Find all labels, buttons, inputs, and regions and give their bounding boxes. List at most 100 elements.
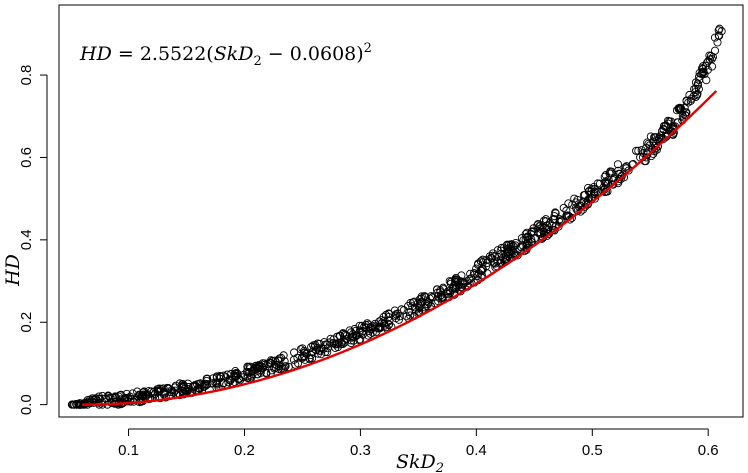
data-point — [678, 106, 687, 115]
data-point — [451, 273, 461, 282]
data-point — [179, 383, 188, 392]
x-tick-label: 0.2 — [234, 442, 255, 459]
data-point — [98, 391, 107, 400]
data-point — [488, 249, 498, 258]
data-point — [293, 353, 302, 362]
data-point — [714, 26, 723, 35]
data-point — [213, 379, 222, 388]
data-point — [522, 246, 531, 255]
data-point — [385, 310, 394, 319]
data-point — [411, 305, 420, 314]
data-point — [424, 298, 433, 307]
data-point — [632, 146, 641, 155]
data-point — [602, 187, 611, 196]
data-point — [390, 306, 399, 315]
data-point — [672, 106, 681, 115]
data-point — [337, 339, 346, 348]
data-point — [565, 215, 575, 224]
data-point — [497, 243, 506, 252]
data-point — [697, 70, 706, 79]
data-point — [476, 266, 485, 275]
data-point — [523, 232, 532, 242]
data-point — [606, 167, 615, 176]
data-point — [684, 98, 693, 107]
data-point — [587, 187, 596, 196]
data-point — [576, 207, 585, 216]
data-point — [496, 258, 505, 267]
data-points — [67, 24, 726, 409]
data-point — [562, 206, 571, 215]
data-point — [247, 373, 256, 382]
data-point — [527, 235, 536, 244]
data-point — [323, 348, 332, 357]
data-point — [315, 346, 324, 355]
data-point — [428, 293, 437, 302]
data-point — [276, 365, 286, 374]
data-point — [224, 378, 233, 387]
y-tick-label: 0.6 — [18, 147, 35, 168]
data-point — [313, 339, 322, 348]
data-point — [533, 221, 542, 230]
y-axis: 0.0 0.2 0.4 0.6 0.8 — [18, 65, 48, 415]
data-point — [714, 31, 723, 40]
data-point — [477, 266, 486, 275]
data-point — [614, 166, 623, 175]
equation-annotation: HD = 2.5522(SkD2 − 0.0608)2 — [79, 41, 372, 69]
data-point — [271, 356, 280, 365]
data-point — [555, 217, 564, 227]
x-tick-label: 0.3 — [350, 442, 371, 459]
plot-frame — [58, 4, 744, 418]
data-point — [693, 79, 702, 88]
data-point — [555, 215, 564, 224]
data-point — [384, 312, 393, 322]
data-point — [587, 184, 596, 193]
data-point — [164, 384, 173, 393]
data-point — [643, 138, 652, 147]
data-point — [137, 392, 146, 401]
data-point — [221, 373, 231, 382]
fit-line — [82, 90, 718, 406]
data-point — [699, 68, 708, 77]
data-point — [459, 280, 468, 289]
data-point — [74, 399, 83, 408]
data-point — [194, 384, 203, 393]
x-tick-label: 0.1 — [118, 442, 139, 459]
data-point — [474, 259, 483, 268]
data-point — [195, 384, 204, 394]
data-point — [300, 355, 310, 364]
data-point — [104, 391, 113, 400]
data-point — [364, 331, 373, 340]
data-point — [252, 364, 261, 373]
data-point — [466, 269, 475, 278]
data-point — [527, 237, 536, 246]
data-point — [366, 329, 375, 338]
data-point — [309, 341, 318, 350]
data-point — [364, 320, 373, 329]
data-point — [692, 91, 702, 100]
data-point — [673, 118, 682, 127]
data-point — [95, 394, 104, 403]
data-point — [477, 271, 486, 280]
x-axis-title: SkD2 — [396, 451, 444, 473]
data-point — [476, 257, 486, 266]
data-point — [551, 208, 560, 217]
data-point — [179, 382, 189, 391]
data-point — [446, 288, 455, 297]
data-point — [676, 104, 685, 113]
data-point — [202, 374, 212, 384]
data-point — [260, 360, 269, 369]
data-point — [417, 292, 426, 301]
data-point — [347, 333, 357, 342]
data-point — [153, 385, 162, 394]
data-point — [615, 174, 624, 184]
data-point — [275, 354, 284, 363]
data-point — [305, 355, 314, 364]
data-point — [323, 344, 332, 353]
data-point — [511, 241, 520, 250]
data-point — [451, 275, 460, 284]
data-point — [263, 359, 273, 368]
data-point — [256, 368, 265, 377]
data-point — [583, 200, 592, 209]
data-point — [140, 387, 149, 396]
data-point — [715, 24, 724, 33]
